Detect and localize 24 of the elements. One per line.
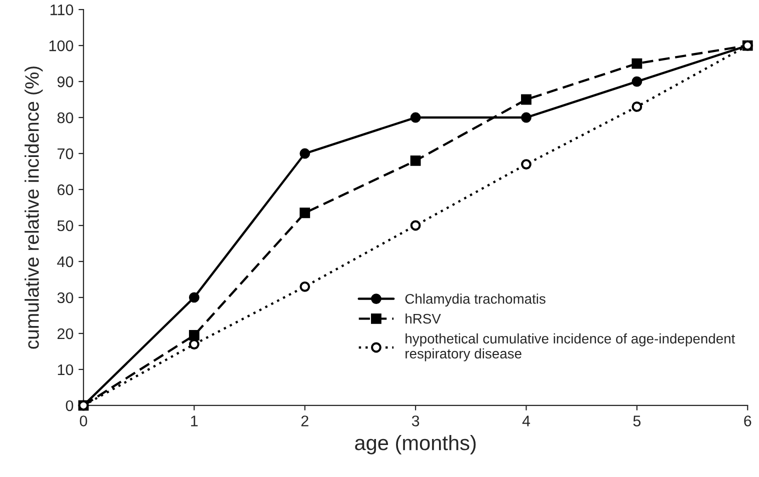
y-tick-label: 20 [58,328,74,340]
y-axis-title: cumulative relative incidence (%) [24,66,43,349]
x-tick-label: 1 [191,416,198,426]
y-tick-label: 90 [57,76,74,88]
x-tick-label: 3 [412,416,420,426]
legend-label: hypothetical cumulative incidence of age-independent respiratory disease [406,333,736,362]
x-tick-label: 0 [80,416,88,426]
y-tick-label: 110 [50,4,74,16]
y-tick-label: 70 [58,148,74,160]
y-tick-label: 80 [57,112,74,124]
y-tick-label: 50 [57,220,74,232]
x-tick-label: 5 [633,416,641,426]
y-tick-label: 30 [57,292,74,304]
y-tick-label: 10 [58,364,74,376]
x-tick-label: 2 [301,416,308,426]
y-tick-label: 0 [66,400,74,412]
legend-label: Chlamydia trachomatis [405,294,546,307]
y-tick-label: 40 [57,256,74,268]
y-tick-label: 100 [49,40,74,52]
x-tick-label: 4 [522,416,530,426]
legend-label: hRSV [406,313,441,324]
x-axis-title: age (months) [355,434,476,454]
x-tick-label: 6 [744,416,752,426]
y-tick-label: 60 [58,184,74,196]
